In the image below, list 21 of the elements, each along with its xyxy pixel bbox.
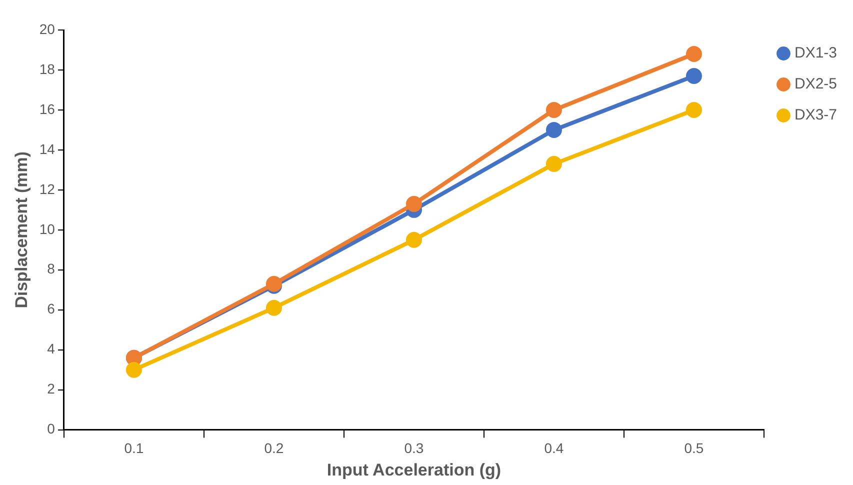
x-tick-label: 0.1: [124, 440, 144, 456]
y-tick-label: 0: [47, 420, 56, 437]
legend-label: DX3-7: [794, 106, 838, 124]
x-tick-label: 0.3: [404, 440, 424, 456]
y-tick-label: 10: [39, 220, 56, 237]
y-tick-label: 4: [47, 340, 56, 357]
x-axis-title: Input Acceleration (g): [326, 460, 502, 480]
x-tick-label: 0.5: [684, 440, 704, 456]
y-tick-label: 16: [39, 100, 56, 117]
y-tick-label: 20: [39, 20, 56, 37]
y-tick-label: 14: [39, 140, 56, 157]
y-tick-label: 12: [39, 180, 56, 197]
y-tick-label: 6: [47, 300, 56, 317]
y-tick-label: 8: [47, 260, 56, 277]
y-tick-label: 18: [39, 60, 56, 77]
x-tick-label: 0.4: [544, 440, 564, 456]
legend-label: DX1-3: [794, 44, 838, 62]
y-axis-title: Displacement (mm): [12, 151, 31, 308]
x-tick-label: 0.2: [264, 440, 284, 456]
y-tick-label: 2: [47, 380, 56, 397]
legend-label: DX2-5: [794, 76, 838, 93]
